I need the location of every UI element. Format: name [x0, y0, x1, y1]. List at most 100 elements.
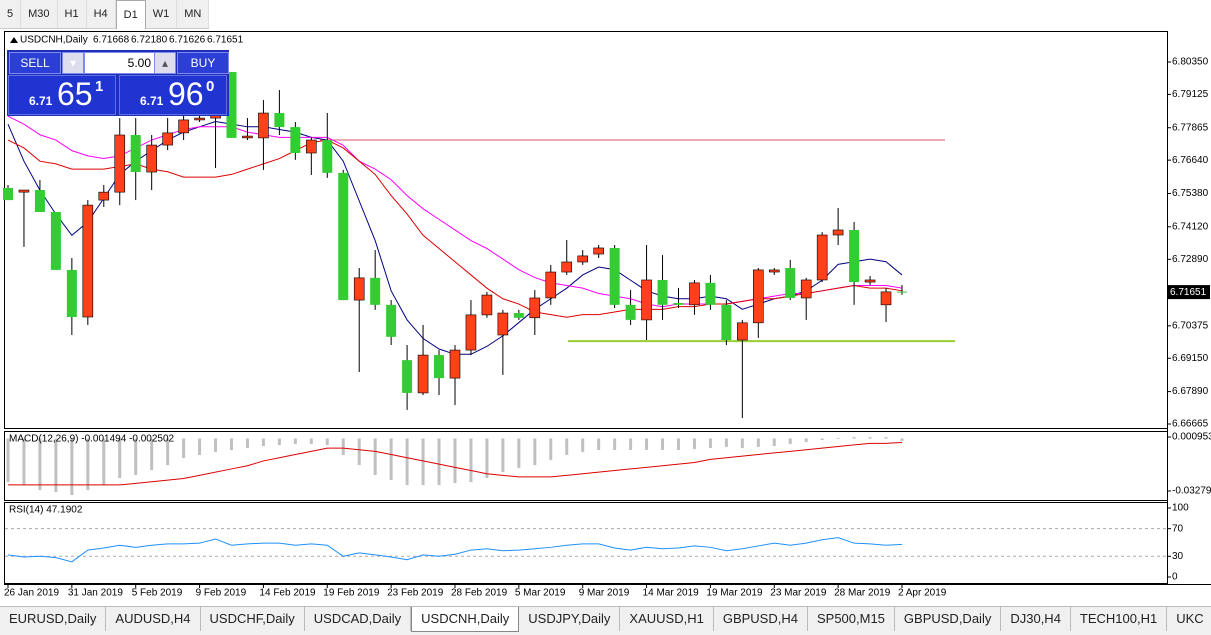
- lots-down[interactable]: ▾: [62, 52, 84, 74]
- macd-bar: [517, 438, 521, 468]
- y-tick-label: 6.75380: [1172, 188, 1209, 199]
- candle-body: [3, 187, 13, 201]
- chart-tab[interactable]: USDCAD,Daily: [305, 607, 412, 631]
- candle-body: [322, 140, 333, 173]
- chart-tab[interactable]: UKC: [1167, 607, 1211, 631]
- candle-body: [768, 269, 780, 273]
- macd-bar: [22, 438, 26, 486]
- y-tick-label: 6.66665: [1172, 419, 1209, 430]
- candle-body: [146, 144, 157, 173]
- chart-tab[interactable]: USDCNH,Daily: [411, 607, 520, 632]
- y-tick-label: 6.72890: [1172, 254, 1209, 265]
- timeframe-button[interactable]: M30: [21, 0, 58, 28]
- buy-button[interactable]: BUY: [177, 52, 229, 74]
- x-tick-label: 19 Mar 2019: [706, 588, 763, 599]
- chart-tab[interactable]: USDCHF,Daily: [201, 607, 305, 631]
- timeframe-button[interactable]: D1: [115, 0, 146, 29]
- chart-tab[interactable]: TECH100,H1: [1071, 607, 1168, 631]
- candle-body: [98, 191, 110, 201]
- macd-bar: [198, 438, 202, 456]
- macd-bar: [708, 438, 712, 448]
- macd-bar: [214, 438, 218, 452]
- macd-bar: [229, 438, 233, 451]
- y-tick-label: 0: [1172, 572, 1178, 583]
- chart-tab[interactable]: GBPUSD,Daily: [895, 607, 1002, 631]
- y-tick-label: 6.74120: [1172, 221, 1209, 232]
- candle-body: [274, 113, 285, 128]
- candle-body: [114, 134, 126, 193]
- timeframe-button[interactable]: H1: [58, 0, 87, 28]
- candle-body: [258, 112, 269, 139]
- macd-bar: [389, 438, 393, 480]
- chart-tab[interactable]: AUDUSD,H4: [106, 607, 201, 631]
- candle-body: [18, 189, 30, 193]
- y-tick-label: 6.76640: [1172, 155, 1209, 166]
- candle-body: [481, 294, 493, 316]
- candle-body: [609, 247, 620, 305]
- chart-tab[interactable]: USDJPY,Daily: [519, 607, 621, 631]
- candle-body: [306, 139, 317, 154]
- timeframe-button[interactable]: MN: [177, 0, 210, 28]
- timeframe-button[interactable]: W1: [146, 0, 178, 28]
- macd-bar: [692, 438, 696, 450]
- moving-average: [7, 115, 903, 308]
- candle-body: [226, 72, 237, 138]
- candle-body: [497, 312, 509, 336]
- candle-body: [705, 282, 716, 305]
- candle-body: [673, 302, 684, 305]
- macd-bar: [756, 438, 760, 448]
- macd-bar: [166, 438, 170, 466]
- bid-pips: 65: [57, 76, 93, 112]
- ask-quote[interactable]: 6.71 96 0: [119, 75, 227, 115]
- macd-bar: [102, 438, 106, 486]
- moving-average: [7, 121, 903, 355]
- rsi-line: [7, 537, 903, 563]
- candle-body: [242, 135, 253, 139]
- candle-body: [130, 135, 141, 173]
- chart-window: 6.80350 6.79125 6.77865 6.76640 6.75380 6.741…: [3, 31, 1211, 599]
- chart-quote: 6.71668: [93, 35, 130, 46]
- current-price-label: 6.71651: [1170, 287, 1207, 298]
- panel-frame: [4, 431, 1168, 501]
- candle-body: [593, 247, 604, 255]
- candle-body: [338, 172, 349, 301]
- chart-tab[interactable]: EURUSD,Daily: [0, 607, 107, 631]
- timeframe-button[interactable]: H4: [87, 0, 116, 28]
- chart-tab[interactable]: SP500,M15: [808, 607, 895, 631]
- macd-bar: [820, 438, 824, 440]
- lots-input[interactable]: 5.00: [84, 52, 156, 74]
- candle-body: [785, 268, 796, 298]
- bid-fraction: 1: [95, 78, 104, 95]
- macd-bar: [549, 438, 553, 460]
- candle-body: [386, 304, 397, 337]
- y-tick-label: 6.79125: [1172, 89, 1209, 100]
- x-tick-label: 5 Mar 2019: [515, 588, 566, 599]
- timeframe-button[interactable]: 5: [0, 0, 22, 28]
- chart-tab[interactable]: GBPUSD,H4: [714, 607, 808, 631]
- candle-body: [162, 132, 173, 146]
- candle-body: [449, 349, 461, 379]
- bid-quote[interactable]: 6.71 65 1: [8, 75, 116, 115]
- sell-button[interactable]: SELL: [9, 52, 61, 74]
- macd-bar: [405, 438, 409, 486]
- candle-body: [816, 234, 828, 281]
- candle-body: [434, 355, 445, 379]
- candle-body: [513, 313, 524, 318]
- y-tick-label: 0.000953: [1172, 432, 1211, 443]
- macd-bar: [373, 438, 377, 476]
- chart-tab[interactable]: DJ30,H4: [1001, 607, 1071, 631]
- ask-prefix: 6.71: [140, 94, 164, 108]
- candle-body: [641, 279, 652, 321]
- macd-bar: [900, 438, 904, 441]
- candle-body: [896, 291, 907, 293]
- macd-bar: [118, 438, 122, 479]
- y-tick-label: -0.032793: [1172, 486, 1211, 497]
- candle-body: [82, 204, 94, 318]
- header-icon: [10, 37, 18, 43]
- lots-up[interactable]: ▴: [154, 52, 176, 74]
- macd-bar: [676, 438, 680, 451]
- x-tick-label: 19 Feb 2019: [323, 588, 380, 599]
- chart-tab[interactable]: XAUUSD,H1: [620, 607, 714, 631]
- chart-tabs: EURUSD,Daily AUDUSD,H4 USDCHF,Daily USDCAD,…: [0, 606, 1211, 635]
- candle-body: [561, 261, 573, 273]
